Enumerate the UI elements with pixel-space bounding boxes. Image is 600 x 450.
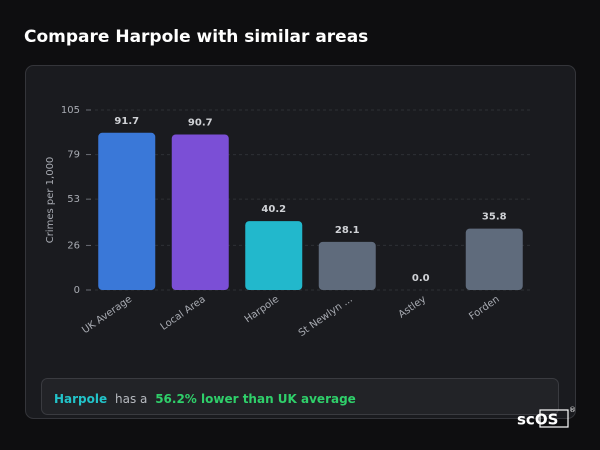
logo-box [539, 409, 569, 428]
y-tick-label: 79 [67, 150, 80, 161]
logo: scOS [517, 411, 558, 429]
bar [245, 221, 303, 290]
page-title: Compare Harpole with similar areas [24, 27, 368, 47]
value-label: 28.1 [335, 225, 360, 236]
summary-highlight: 56.2% lower than UK average [155, 392, 356, 406]
summary-area: Harpole [54, 392, 107, 406]
bar [171, 134, 229, 290]
y-tick-label: 26 [67, 240, 80, 251]
value-label: 40.2 [261, 204, 286, 215]
y-tick-label: 53 [67, 194, 80, 205]
summary-box [41, 378, 559, 415]
y-tick-label: 0 [74, 285, 80, 296]
value-label: 0.0 [412, 273, 430, 284]
bar [98, 132, 156, 290]
logo-mark: ® [569, 406, 576, 414]
bar [465, 228, 523, 290]
y-axis-label: Crimes per 1,000 [45, 157, 56, 244]
summary: Harpole has a 56.2% lower than UK averag… [54, 392, 356, 406]
bar [318, 241, 376, 290]
value-label: 91.7 [114, 116, 139, 127]
value-label: 35.8 [482, 212, 507, 223]
y-tick-label: 105 [61, 105, 80, 116]
value-label: 90.7 [188, 118, 213, 129]
summary-text: has a [115, 392, 147, 406]
